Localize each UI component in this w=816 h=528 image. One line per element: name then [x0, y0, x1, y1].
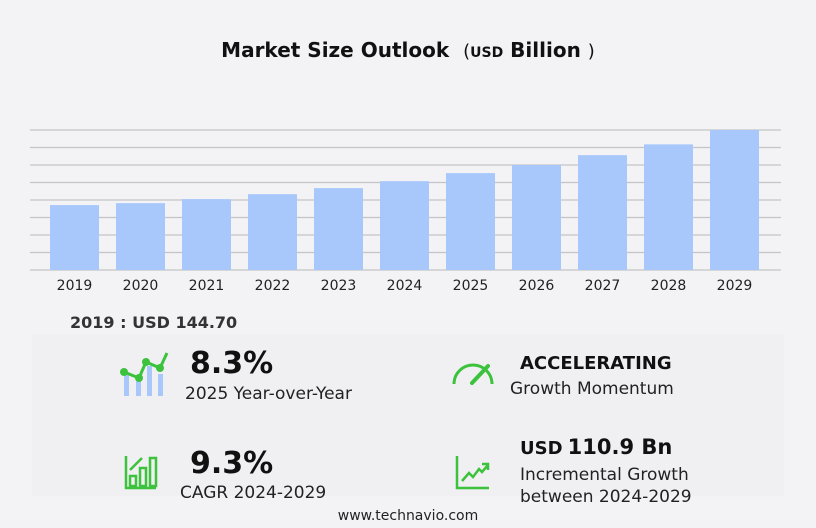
title-unit: Billion [510, 38, 581, 62]
bar-2022 [248, 194, 297, 270]
yoy-label: 2025 Year-over-Year [185, 384, 352, 404]
x-tick-label: 2028 [651, 278, 687, 294]
stats-panel [32, 334, 784, 496]
incremental-label-2: between 2024-2029 [520, 487, 692, 507]
bar-2020 [116, 203, 165, 270]
bar-2027 [578, 155, 627, 270]
x-tick-label: 2021 [189, 278, 225, 294]
cagr-chart-icon [124, 456, 158, 490]
title-unit-prefix: USD [470, 45, 504, 61]
bar-2024 [380, 181, 429, 270]
speedometer-icon [452, 363, 494, 385]
cagr-value: 9.3% [190, 446, 274, 481]
incremental-value: USD 110.9 Bn [520, 435, 672, 459]
x-tick-label: 2022 [255, 278, 291, 294]
x-tick-label: 2020 [123, 278, 159, 294]
x-tick-label: 2023 [321, 278, 357, 294]
bar-2028 [644, 144, 693, 270]
x-tick-label: 2026 [519, 278, 555, 294]
incremental-amount: 110.9 Bn [567, 435, 673, 459]
base-year-value: 2019 : USD 144.70 [70, 313, 238, 332]
x-tick-label: 2025 [453, 278, 489, 294]
bar-2023 [314, 188, 363, 270]
incremental-prefix: USD [520, 438, 563, 459]
bar-2019 [50, 205, 99, 270]
x-tick-label: 2027 [585, 278, 621, 294]
trend-line-icon [455, 456, 490, 490]
bar-2029 [710, 130, 759, 270]
x-tick-label: 2024 [387, 278, 423, 294]
incremental-label-1: Incremental Growth [520, 465, 689, 485]
x-tick-label: 2019 [57, 278, 93, 294]
momentum-value: ACCELERATING [520, 353, 672, 374]
chart-title: Market Size Outlook (USD Billion ) [221, 38, 595, 62]
momentum-label: Growth Momentum [510, 379, 674, 399]
growth-chart-icon [120, 352, 169, 396]
x-tick-label: 2029 [717, 278, 753, 294]
footer-link[interactable]: www.technavio.com [337, 508, 479, 524]
yoy-value: 8.3% [190, 346, 274, 381]
bar-2025 [446, 173, 495, 270]
cagr-label: CAGR 2024-2029 [180, 483, 327, 503]
bar-2026 [512, 165, 561, 270]
bar-2021 [182, 199, 231, 270]
title-text: Market Size Outlook [221, 38, 450, 62]
bar-chart: 2019 2020 2021 2022 2023 2024 2025 2026 2027 2028… [30, 129, 781, 294]
